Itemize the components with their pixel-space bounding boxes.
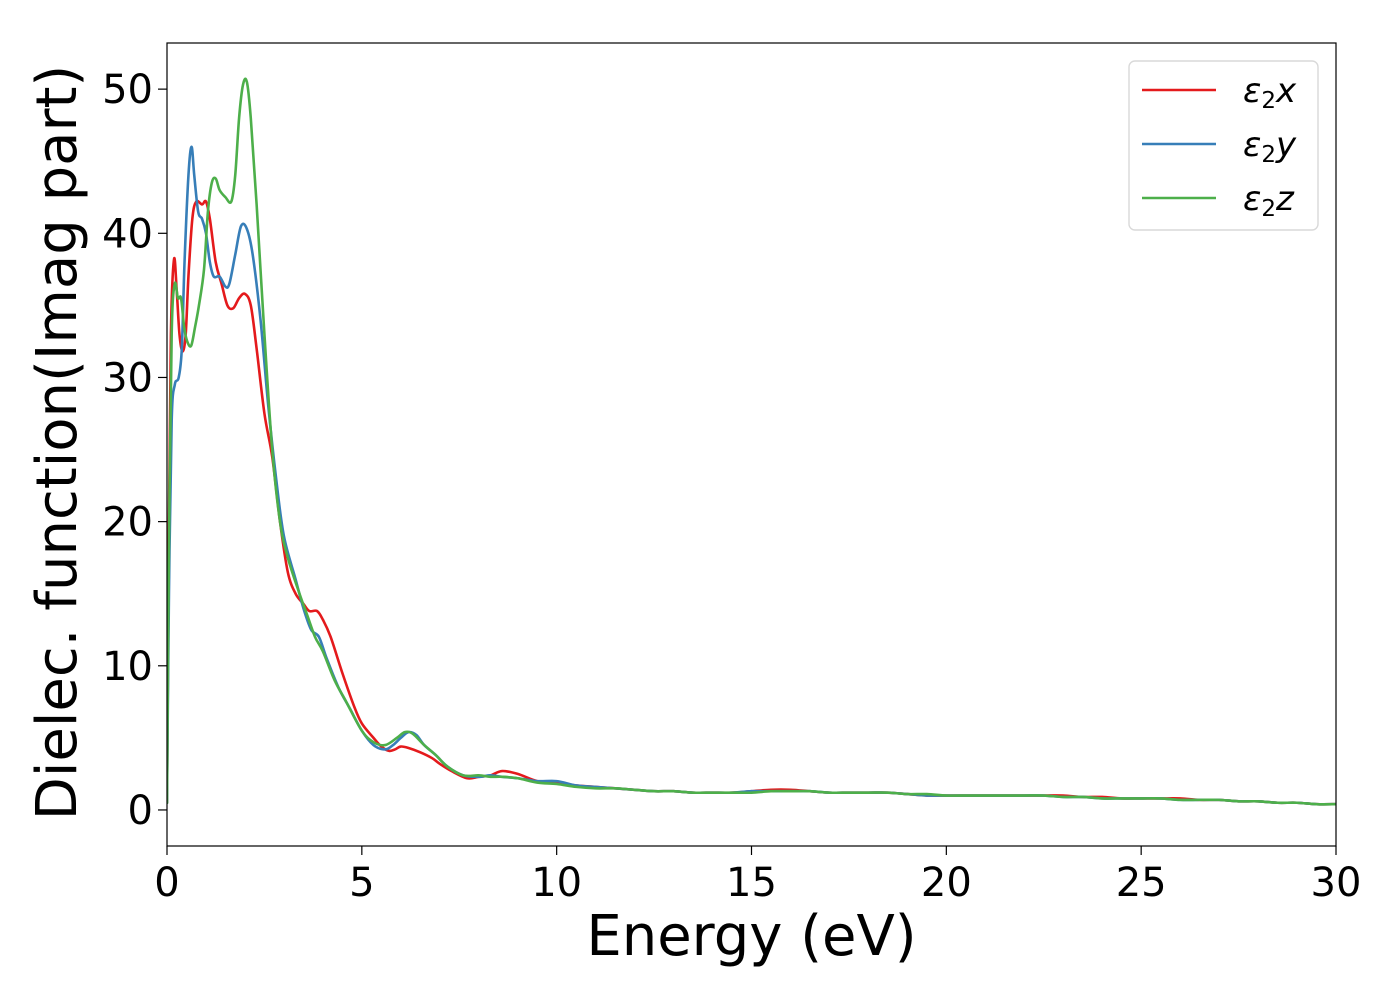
y-tick-label: 0 bbox=[128, 788, 153, 834]
legend: ε2x ε2y ε2z bbox=[1128, 60, 1319, 231]
series-layer bbox=[167, 77, 1336, 806]
series-line-z bbox=[167, 77, 1336, 806]
legend-label-x: ε2x bbox=[1243, 71, 1297, 114]
x-axis-title: Energy (eV) bbox=[586, 904, 916, 969]
y-tick-label: 40 bbox=[102, 211, 153, 257]
legend-label-z: ε2z bbox=[1243, 179, 1295, 222]
y-tick-label: 30 bbox=[102, 355, 153, 401]
x-tick-label: 20 bbox=[921, 860, 972, 906]
x-tick-label: 0 bbox=[154, 860, 179, 906]
x-tick-label: 10 bbox=[531, 860, 582, 906]
legend-box bbox=[1128, 60, 1319, 231]
x-tick-label: 15 bbox=[726, 860, 777, 906]
legend-label-y: ε2y bbox=[1243, 125, 1297, 168]
y-axis-title: Dielec. function(Imag part) bbox=[25, 65, 90, 821]
ticks-layer: 0 5 10 15 20 25 30 0 10 20 30 40 50 bbox=[102, 67, 1361, 906]
y-tick-label: 20 bbox=[102, 500, 153, 546]
y-tick-label: 10 bbox=[102, 644, 153, 690]
x-tick-label: 25 bbox=[1116, 860, 1167, 906]
x-tick-label: 30 bbox=[1311, 860, 1362, 906]
y-tick-label: 50 bbox=[102, 67, 153, 113]
x-tick-label: 5 bbox=[349, 860, 374, 906]
